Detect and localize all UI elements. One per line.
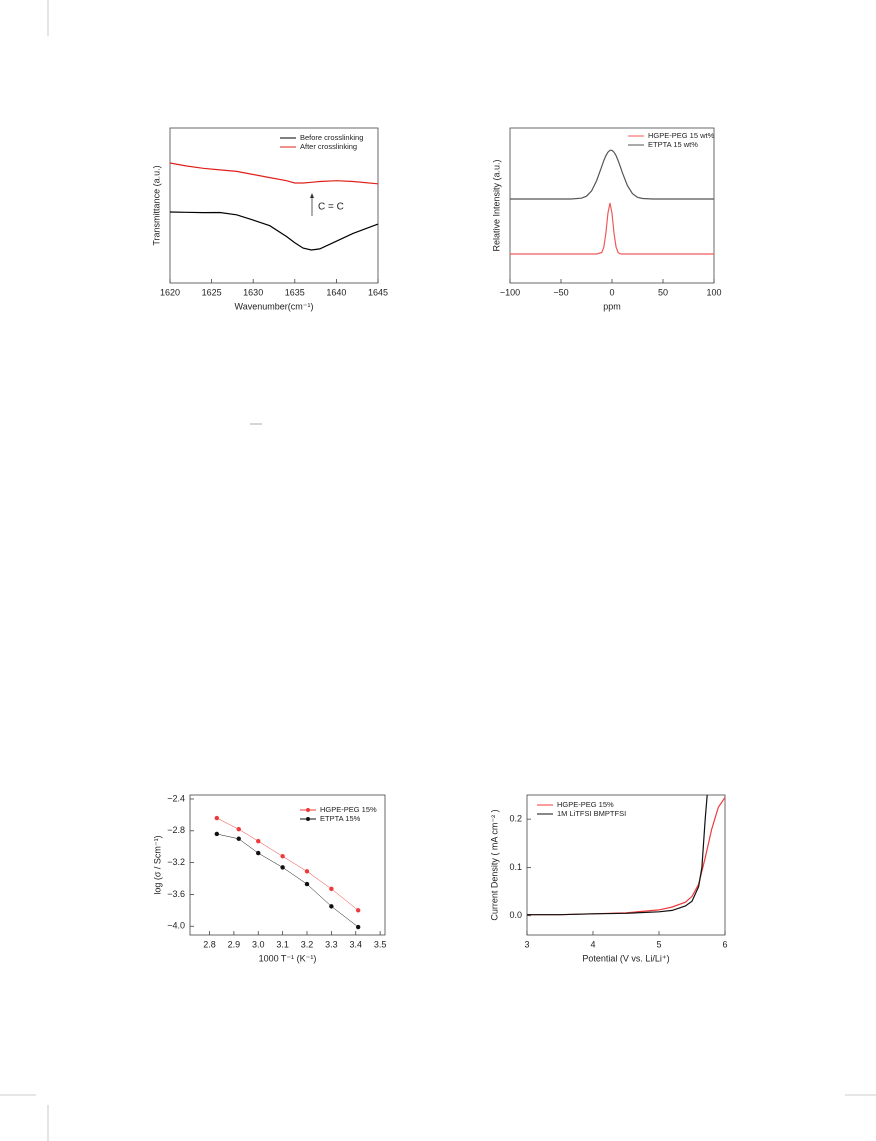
legend-label: ETPTA 15 wt% [648, 140, 698, 149]
x-tick-label: 3.1 [276, 939, 289, 949]
plot-frame [526, 794, 726, 936]
x-tick-label: 1630 [243, 287, 263, 297]
data-point [280, 865, 285, 870]
x-tick-label: 3.5 [374, 939, 387, 949]
y-tick-label: 0.2 [509, 814, 522, 824]
y-axis-label: Relative Intensity (a.u.) [491, 159, 501, 251]
x-tick-label: 6 [722, 939, 727, 949]
series-line [169, 162, 379, 185]
legend-marker [306, 808, 310, 812]
legend-label: HGPE-PEG 15% [320, 805, 377, 814]
x-tick-label: 3 [524, 939, 529, 949]
legend-label: ETPTA 15% [320, 814, 361, 823]
data-point [214, 831, 220, 837]
y-tick-label: 0.0 [509, 910, 522, 920]
series-line [510, 149, 714, 200]
y-axis-label: Current Density ( mA cm⁻² ) [489, 809, 499, 920]
data-point [256, 838, 261, 844]
data-point [355, 908, 361, 913]
x-tick-label: 5 [656, 939, 661, 949]
x-tick-label: 4 [590, 939, 595, 949]
data-point [236, 836, 241, 841]
legend-label: HGPE-PEG 15 wt% [648, 131, 715, 140]
data-point [256, 850, 261, 856]
legend-label: 1M LiTFSI BMPTFSI [557, 809, 626, 818]
x-tick-label: 1640 [326, 287, 346, 297]
data-point [329, 904, 334, 909]
x-axis-label: ppm [603, 301, 621, 311]
x-tick-label: 100 [706, 287, 721, 297]
legend-label: After crosslinking [300, 142, 357, 151]
data-point [329, 886, 334, 892]
series-line [510, 202, 714, 255]
x-tick-label: 3.2 [301, 939, 314, 949]
annotation-arrowhead [310, 193, 314, 198]
y-tick-label: −4.0 [167, 921, 185, 931]
x-axis-label: 1000 T⁻¹ (K⁻¹) [259, 953, 317, 963]
x-tick-label: 1645 [368, 287, 388, 297]
data-point [236, 827, 241, 832]
x-tick-label: 1625 [202, 287, 222, 297]
x-tick-label: 3.4 [349, 939, 362, 949]
x-axis-label: Potential (V vs. Li/Li⁺) [582, 953, 669, 963]
annotation: C = C [318, 202, 344, 213]
x-tick-label: 2.8 [203, 939, 216, 949]
x-tick-label: 1620 [160, 287, 180, 297]
x-tick-label: −100 [500, 287, 520, 297]
x-tick-label: 50 [658, 287, 668, 297]
y-axis-label: Transmittance (a.u.) [151, 165, 161, 245]
x-axis-label: Wavenumber(cm⁻¹) [235, 301, 314, 311]
x-tick-label: 2.9 [228, 939, 241, 949]
plot-frame [509, 127, 715, 284]
data-point [355, 924, 361, 930]
plot-frame [189, 794, 386, 936]
x-tick-label: 3.3 [325, 939, 338, 949]
data-point [304, 869, 310, 874]
y-axis-label: log (σ / Scm⁻¹) [152, 835, 162, 894]
data-point [304, 881, 310, 887]
y-tick-label: −3.2 [167, 857, 185, 867]
plot-frame [169, 127, 379, 284]
legend-label: Before crosslinking [300, 133, 363, 142]
legend-label: HGPE-PEG 15% [557, 800, 614, 809]
legend-marker [306, 817, 310, 821]
y-tick-label: −2.4 [167, 793, 185, 803]
series-line [216, 833, 359, 928]
series-line [527, 794, 708, 916]
y-tick-label: −2.8 [167, 825, 185, 835]
x-tick-label: 1635 [285, 287, 305, 297]
x-tick-label: 3.0 [252, 939, 265, 949]
y-tick-label: −3.6 [167, 889, 185, 899]
series-line [216, 817, 359, 911]
series-line [169, 211, 379, 251]
y-tick-label: 0.1 [509, 862, 522, 872]
data-point [214, 815, 220, 821]
x-tick-label: −50 [553, 287, 568, 297]
x-tick-label: 0 [609, 287, 614, 297]
data-point [280, 854, 285, 859]
